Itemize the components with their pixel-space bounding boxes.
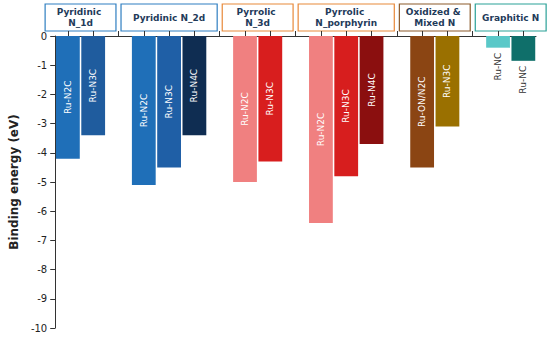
svg-text:Ru-N2C: Ru-N2C <box>240 92 250 126</box>
svg-text:Ru-N3C: Ru-N3C <box>88 69 98 103</box>
svg-text:Pyrrolic: Pyrrolic <box>236 7 278 17</box>
svg-text:Pyridinic: Pyridinic <box>57 7 105 17</box>
svg-text:-7: -7 <box>37 235 47 246</box>
svg-text:Ru-NC: Ru-NC <box>518 66 528 94</box>
svg-text:Ru-N3C: Ru-N3C <box>164 85 174 119</box>
svg-text:Oxidized &: Oxidized & <box>406 7 464 17</box>
svg-text:Pyrrolic: Pyrrolic <box>325 7 367 17</box>
svg-text:Ru-N2C: Ru-N2C <box>63 81 73 115</box>
svg-text:-2: -2 <box>37 89 47 100</box>
svg-text:Ru-N4C: Ru-N4C <box>367 73 377 107</box>
svg-text:-3: -3 <box>37 118 47 129</box>
svg-text:Pyridinic N_2d: Pyridinic N_2d <box>133 13 205 23</box>
svg-text:Ru-NC: Ru-NC <box>493 53 503 81</box>
svg-text:Mixed N: Mixed N <box>414 18 455 28</box>
svg-text:Ru-N2C: Ru-N2C <box>316 113 326 147</box>
svg-text:-6: -6 <box>37 206 47 217</box>
svg-text:-9: -9 <box>37 293 47 304</box>
svg-text:Ru-ON/N2C: Ru-ON/N2C <box>417 76 427 127</box>
svg-text:-8: -8 <box>37 264 47 275</box>
svg-text:0: 0 <box>41 31 47 42</box>
svg-text:-5: -5 <box>37 177 47 188</box>
svg-text:Ru-N3C: Ru-N3C <box>265 82 275 116</box>
svg-text:Ru-N2C: Ru-N2C <box>139 94 149 128</box>
svg-text:Ru-N3C: Ru-N3C <box>341 89 351 123</box>
svg-text:Ru-N4C: Ru-N4C <box>189 69 199 103</box>
svg-text:-10: -10 <box>31 323 47 334</box>
svg-text:-4: -4 <box>37 147 47 158</box>
svg-text:-1: -1 <box>37 60 47 71</box>
svg-text:N_1d: N_1d <box>68 18 93 28</box>
svg-text:Ru-N3C: Ru-N3C <box>442 64 452 98</box>
svg-text:N_3d: N_3d <box>245 18 270 28</box>
svg-text:Graphitic N: Graphitic N <box>482 13 539 23</box>
svg-text:Binding energy (eV): Binding energy (eV) <box>7 114 21 250</box>
svg-text:N_porphyrin: N_porphyrin <box>315 18 377 28</box>
